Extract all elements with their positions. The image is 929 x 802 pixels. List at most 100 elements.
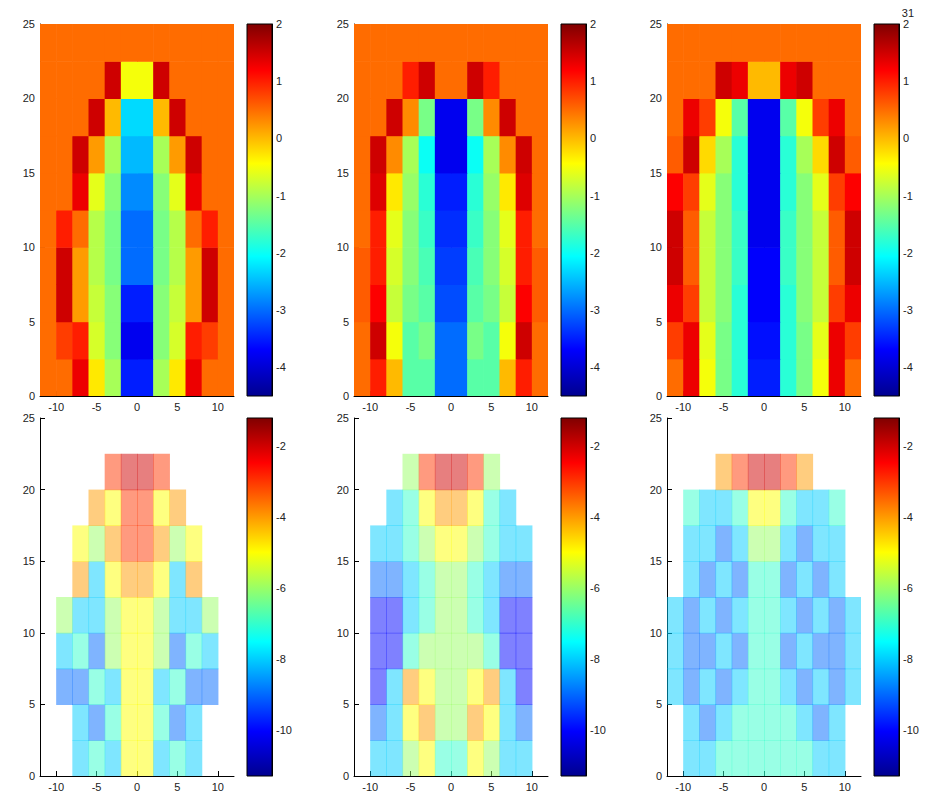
svg-text:-3: -3 [590, 304, 600, 316]
svg-text:15: 15 [23, 167, 35, 179]
svg-text:-3: -3 [903, 304, 913, 316]
svg-text:-8: -8 [276, 653, 286, 665]
svg-text:-4: -4 [903, 361, 913, 373]
svg-text:0: 0 [276, 132, 282, 144]
svg-text:5: 5 [174, 781, 180, 793]
svg-text:5: 5 [174, 401, 180, 413]
svg-text:-6: -6 [276, 582, 286, 594]
svg-text:0: 0 [761, 401, 767, 413]
svg-text:10: 10 [526, 401, 538, 413]
svg-text:10: 10 [23, 241, 35, 253]
svg-text:-8: -8 [903, 653, 913, 665]
svg-text:10: 10 [839, 781, 851, 793]
svg-text:-4: -4 [276, 511, 286, 523]
svg-text:-6: -6 [903, 582, 913, 594]
svg-text:-3: -3 [276, 304, 286, 316]
svg-text:-10: -10 [48, 781, 64, 793]
svg-text:15: 15 [23, 555, 35, 567]
svg-text:-5: -5 [719, 781, 729, 793]
svg-text:-10: -10 [276, 724, 292, 736]
svg-text:10: 10 [337, 241, 349, 253]
svg-text:0: 0 [656, 770, 662, 782]
svg-text:5: 5 [801, 781, 807, 793]
svg-text:0: 0 [903, 132, 909, 144]
svg-text:15: 15 [337, 555, 349, 567]
svg-text:-4: -4 [590, 361, 600, 373]
svg-text:10: 10 [839, 401, 851, 413]
svg-text:-10: -10 [590, 724, 606, 736]
svg-text:-2: -2 [276, 440, 286, 452]
svg-text:2: 2 [276, 18, 282, 30]
svg-text:2: 2 [590, 18, 596, 30]
svg-text:31: 31 [902, 7, 914, 19]
svg-text:15: 15 [650, 167, 662, 179]
svg-text:-2: -2 [590, 440, 600, 452]
svg-text:-4: -4 [276, 361, 286, 373]
svg-text:-2: -2 [590, 247, 600, 259]
svg-text:-4: -4 [590, 511, 600, 523]
svg-text:5: 5 [656, 698, 662, 710]
svg-text:0: 0 [29, 390, 35, 402]
svg-text:1: 1 [903, 75, 909, 87]
svg-text:25: 25 [650, 18, 662, 30]
svg-text:20: 20 [650, 92, 662, 104]
svg-text:20: 20 [337, 92, 349, 104]
svg-text:25: 25 [337, 412, 349, 424]
svg-text:25: 25 [650, 412, 662, 424]
svg-text:-10: -10 [903, 724, 919, 736]
svg-text:20: 20 [337, 484, 349, 496]
svg-text:-10: -10 [362, 401, 378, 413]
svg-text:-5: -5 [92, 401, 102, 413]
svg-text:10: 10 [23, 627, 35, 639]
svg-text:-5: -5 [406, 401, 416, 413]
svg-text:0: 0 [656, 390, 662, 402]
svg-text:25: 25 [337, 18, 349, 30]
svg-text:-1: -1 [590, 190, 600, 202]
svg-text:-10: -10 [362, 781, 378, 793]
svg-text:5: 5 [656, 316, 662, 328]
svg-text:20: 20 [650, 484, 662, 496]
svg-text:-4: -4 [903, 511, 913, 523]
svg-text:15: 15 [650, 555, 662, 567]
svg-text:10: 10 [526, 781, 538, 793]
svg-text:-2: -2 [903, 440, 913, 452]
svg-text:25: 25 [23, 18, 35, 30]
svg-text:0: 0 [343, 390, 349, 402]
svg-text:10: 10 [650, 627, 662, 639]
svg-text:5: 5 [488, 781, 494, 793]
svg-text:10: 10 [337, 627, 349, 639]
svg-text:5: 5 [488, 401, 494, 413]
svg-text:0: 0 [134, 781, 140, 793]
svg-text:1: 1 [276, 75, 282, 87]
svg-text:2: 2 [903, 18, 909, 30]
svg-text:5: 5 [29, 698, 35, 710]
svg-text:25: 25 [23, 412, 35, 424]
svg-text:0: 0 [448, 401, 454, 413]
svg-text:0: 0 [29, 770, 35, 782]
svg-text:-10: -10 [675, 781, 691, 793]
svg-text:-1: -1 [276, 190, 286, 202]
svg-text:10: 10 [212, 781, 224, 793]
svg-text:-10: -10 [48, 401, 64, 413]
svg-text:-8: -8 [590, 653, 600, 665]
svg-text:5: 5 [29, 316, 35, 328]
svg-text:0: 0 [343, 770, 349, 782]
svg-text:20: 20 [23, 92, 35, 104]
svg-text:0: 0 [761, 781, 767, 793]
svg-text:10: 10 [650, 241, 662, 253]
svg-text:-2: -2 [276, 247, 286, 259]
svg-text:0: 0 [590, 132, 596, 144]
svg-text:-5: -5 [719, 401, 729, 413]
svg-text:-6: -6 [590, 582, 600, 594]
svg-text:5: 5 [343, 316, 349, 328]
svg-text:-2: -2 [903, 247, 913, 259]
svg-text:10: 10 [212, 401, 224, 413]
svg-text:-1: -1 [903, 190, 913, 202]
svg-text:15: 15 [337, 167, 349, 179]
svg-text:5: 5 [343, 698, 349, 710]
svg-text:20: 20 [23, 484, 35, 496]
svg-text:-10: -10 [675, 401, 691, 413]
svg-text:-5: -5 [92, 781, 102, 793]
svg-text:5: 5 [801, 401, 807, 413]
svg-text:1: 1 [590, 75, 596, 87]
